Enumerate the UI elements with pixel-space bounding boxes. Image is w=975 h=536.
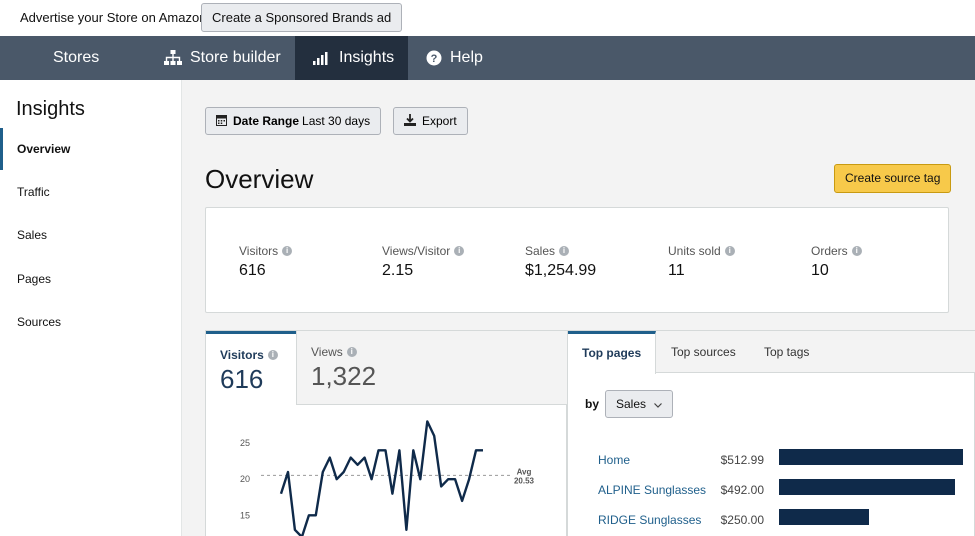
traffic-chart-panel: Visitors i 616 Views i 1,322 25 20 15 Avg 20.5…	[205, 330, 568, 536]
sidebar-item-overview[interactable]: Overview	[0, 128, 181, 170]
sort-by-select[interactable]: Sales	[605, 390, 674, 418]
tab-top-tags[interactable]: Top tags	[764, 345, 810, 359]
info-icon[interactable]: i	[851, 246, 862, 256]
y-tick-label: 15	[240, 510, 250, 520]
export-label: Export	[422, 114, 457, 128]
nav-stores[interactable]: Stores	[35, 36, 117, 80]
nav-store-builder[interactable]: Store builder	[146, 36, 299, 80]
nav-insights-label: Insights	[339, 49, 395, 66]
info-icon[interactable]: i	[346, 347, 357, 357]
sidebar-item-sales[interactable]: Sales	[17, 228, 48, 242]
date-range-value: Last 30 days	[302, 114, 371, 128]
page-link-alpine-sunglasses[interactable]: ALPINE Sunglasses	[598, 483, 707, 497]
page-sales-value: $492.00	[720, 483, 764, 497]
page-sales-value: $250.00	[720, 513, 764, 527]
svg-text:?: ?	[431, 53, 438, 65]
create-source-tag-button[interactable]: Create source tag	[834, 164, 952, 193]
tab-views[interactable]: Views i 1,322	[296, 331, 568, 405]
tab-views-label: Views	[311, 345, 343, 359]
metric-label: Visitors	[239, 244, 279, 258]
y-tick-label: 20	[240, 474, 250, 484]
by-label: by	[585, 397, 600, 411]
info-icon[interactable]: i	[724, 246, 735, 256]
export-button[interactable]: Export	[393, 107, 468, 135]
sidebar-item-traffic[interactable]: Traffic	[17, 185, 50, 199]
page-link-home[interactable]: Home	[598, 453, 631, 467]
nav-store-builder-label: Store builder	[190, 49, 281, 66]
metric-sales: Sales i $1,254.99	[525, 244, 596, 280]
tab-top-sources[interactable]: Top sources	[671, 345, 736, 359]
tab-visitors[interactable]: Visitors i 616	[206, 331, 296, 405]
y-tick-label: 25	[240, 438, 250, 448]
metric-orders: Orders i 10	[811, 244, 862, 280]
create-sponsored-brands-ad-button[interactable]: Create a Sponsored Brands ad	[201, 3, 403, 32]
visitors-series-line	[279, 420, 483, 536]
help-icon: ?	[426, 50, 442, 66]
nav-stores-label: Stores	[53, 49, 100, 66]
summary-card: Visitors i 616 Views/Visitor i 2.15 Sales i…	[205, 207, 949, 313]
advertise-text: Advertise your Store on Amazon	[20, 10, 207, 25]
sidebar-title: Insights	[16, 98, 85, 120]
average-value: 20.53	[514, 476, 535, 485]
top-pages-tabs: Top pages Top sources Top tags	[568, 331, 975, 374]
metric-views-per-visitor: Views/Visitor i 2.15	[382, 244, 465, 280]
metric-value: 2.15	[382, 262, 414, 279]
metric-value: 10	[811, 262, 829, 279]
sidebar: Insights Overview Traffic Sales Pages So…	[0, 80, 182, 536]
nav-insights[interactable]: Insights	[295, 36, 408, 80]
date-range-label: Date Range	[233, 114, 300, 128]
metric-visitors: Visitors i 616	[239, 244, 293, 280]
top-bar: Advertise your Store on Amazon Create a …	[0, 0, 975, 36]
page-sales-value: $512.99	[720, 453, 764, 467]
sitemap-icon	[164, 50, 182, 66]
info-icon[interactable]: i	[282, 246, 293, 256]
list-item: Home $512.99	[568, 449, 975, 473]
page-title: Overview	[205, 164, 314, 194]
main-nav: Stores Store builder Insights ? Help	[0, 36, 975, 80]
list-item: ALPINE Sunglasses $492.00	[568, 479, 975, 503]
metric-value: 11	[668, 262, 685, 279]
main-content: Date Range Last 30 days Export Overview …	[182, 80, 975, 536]
tab-views-value: 1,322	[311, 361, 377, 391]
download-icon	[404, 113, 416, 129]
nav-help-label: Help	[450, 49, 483, 66]
metric-label: Units sold	[668, 244, 721, 258]
metric-label: Sales	[525, 244, 556, 258]
sidebar-item-pages[interactable]: Pages	[17, 272, 52, 286]
info-icon[interactable]: i	[559, 246, 570, 256]
metric-value: 616	[239, 262, 266, 279]
signal-bars-icon	[313, 51, 331, 65]
calendar-icon	[216, 114, 227, 129]
tab-top-pages[interactable]: Top pages	[568, 331, 657, 374]
chevron-down-icon	[654, 397, 662, 411]
metric-label: Orders	[811, 244, 848, 258]
sidebar-item-sources[interactable]: Sources	[17, 315, 62, 329]
page-sales-bar	[779, 479, 955, 495]
nav-help[interactable]: ? Help	[408, 36, 501, 80]
tab-visitors-value: 616	[220, 364, 264, 394]
info-icon[interactable]: i	[454, 246, 465, 256]
metric-value: $1,254.99	[525, 262, 597, 279]
info-icon[interactable]: i	[267, 350, 278, 360]
date-range-button[interactable]: Date Range Last 30 days	[205, 107, 382, 135]
page-sales-bar	[779, 509, 869, 525]
metric-label: Views/Visitor	[382, 244, 451, 258]
tab-visitors-label: Visitors	[220, 348, 264, 362]
page-link-ridge-sunglasses[interactable]: RIDGE Sunglasses	[598, 513, 702, 527]
page-sales-bar	[779, 449, 963, 465]
top-pages-panel: Top pages Top sources Top tags by Sales …	[567, 330, 975, 536]
list-item: RIDGE Sunglasses $250.00	[568, 509, 975, 533]
sort-by-value: Sales	[616, 397, 647, 411]
metric-units-sold: Units sold i 11	[668, 244, 735, 280]
average-label: Avg	[517, 467, 532, 476]
